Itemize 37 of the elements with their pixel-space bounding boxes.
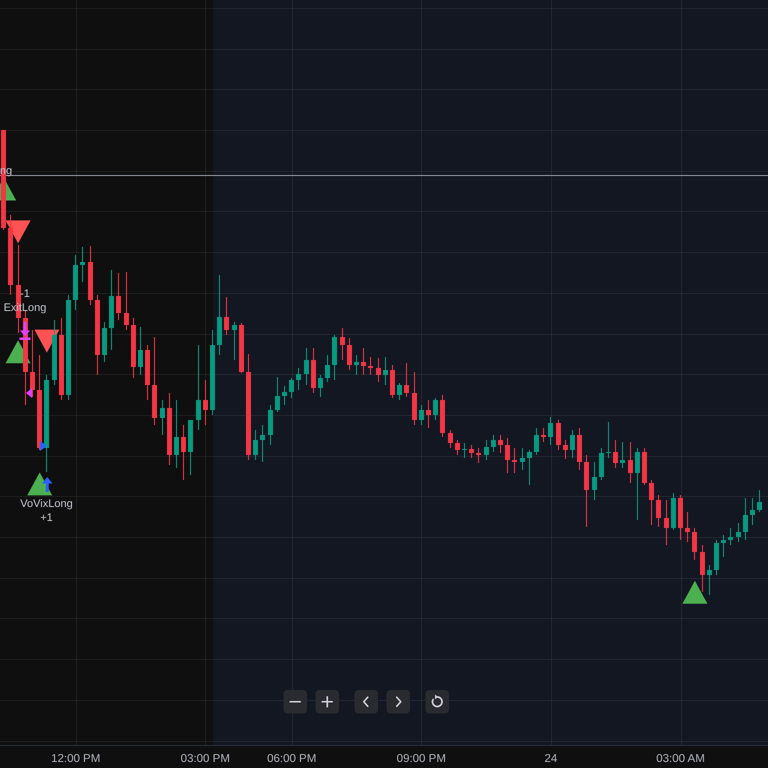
- candlestick: [498, 435, 503, 454]
- point: [27, 472, 52, 496]
- candlestick: [512, 448, 517, 474]
- candlestick: [476, 448, 481, 463]
- candlestick: [685, 512, 690, 542]
- candlestick: [232, 322, 237, 360]
- candlestick: [203, 380, 208, 425]
- annotation: VoVixLong: [20, 498, 73, 510]
- candlestick: [462, 442, 467, 458]
- candlestick: [606, 422, 611, 458]
- candlestick: [340, 328, 345, 360]
- annotation: +1: [40, 512, 53, 524]
- candlestick: [721, 535, 726, 557]
- candlestick: [620, 442, 625, 468]
- candlestick: [361, 348, 366, 376]
- candlestick: [426, 400, 431, 428]
- candlestick: [124, 272, 129, 330]
- candlestick: [368, 356, 373, 376]
- x-tick-label: 09:00 PM: [396, 753, 446, 765]
- candlestick: [383, 356, 388, 385]
- candlestick: [736, 522, 741, 542]
- point: [34, 330, 60, 353]
- x-tick-label: 24: [544, 753, 558, 765]
- candlestick: [707, 564, 712, 595]
- point: [6, 220, 31, 244]
- x-tick-label: 03:00 AM: [656, 753, 705, 765]
- x-tick-label: 12:00 PM: [51, 753, 100, 765]
- candlestick: [750, 498, 755, 525]
- candlestick: [527, 450, 532, 485]
- candlestick: [80, 247, 85, 282]
- candlestick: [354, 355, 359, 376]
- candlestick: [541, 428, 546, 442]
- point: [682, 580, 708, 604]
- x-tick-label: 03:00 PM: [180, 753, 230, 765]
- x-tick-label: 06:00 PM: [267, 753, 316, 765]
- candlestick: [160, 400, 165, 436]
- candlestick: [260, 424, 265, 462]
